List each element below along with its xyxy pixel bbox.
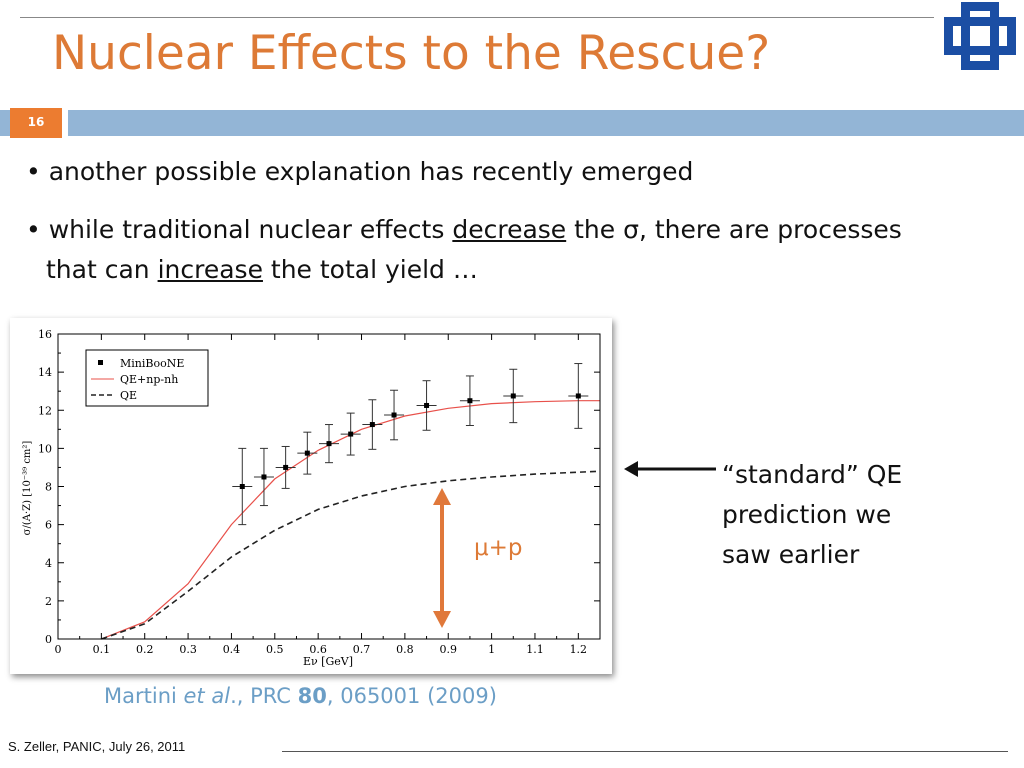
x-tick-label: 0.2: [136, 643, 154, 656]
chart-legend: MiniBooNE QE+np-nh QE: [85, 349, 209, 407]
legend-label-miniboone: MiniBooNE: [120, 357, 184, 370]
title-top-rule: [20, 17, 934, 18]
data-point: [369, 422, 375, 428]
x-tick-label: 1: [488, 643, 495, 656]
y-tick-label: 8: [45, 481, 52, 494]
footer-rule: [282, 751, 1008, 752]
data-point: [575, 393, 581, 399]
legend-label-qe-np-nh: QE+np-nh: [120, 373, 178, 386]
slide-title: Nuclear Effects to the Rescue?: [52, 26, 771, 81]
y-tick-label: 14: [38, 366, 52, 379]
y-axis-label: σ/(A·Z) [10⁻³⁹ cm²]: [22, 441, 33, 536]
y-tick-label: 12: [38, 404, 52, 417]
y-tick-label: 4: [45, 557, 52, 570]
decrease-text: decrease: [452, 215, 567, 244]
increase-text: increase: [157, 255, 263, 284]
footer-credit: S. Zeller, PANIC, July 26, 2011: [8, 739, 186, 754]
x-tick-label: 0.6: [309, 643, 327, 656]
legend-label-qe: QE: [120, 389, 137, 402]
y-tick-label: 6: [45, 519, 52, 532]
x-tick-label: 0.5: [266, 643, 284, 656]
fermilab-logo-icon: [944, 2, 1016, 70]
chart-panel: 0 0.1 0.2 0.3 0.4 0.5 0.6 0.7 0.8 0.9 1 1.1 1.2 0 2 4 6 8…: [10, 318, 612, 674]
cross-section-chart: 0 0.1 0.2 0.3 0.4 0.5 0.6 0.7 0.8 0.9 1 1.1 1.2 0 2 4 6 8…: [22, 328, 601, 668]
series-line-qe: [101, 470, 601, 640]
bullet-2: • while traditional nuclear effects decr…: [26, 215, 902, 244]
data-point: [283, 464, 289, 470]
slide-number: 16: [10, 108, 62, 138]
x-tick-label: 1.2: [570, 643, 588, 656]
y-tick-label: 0: [45, 633, 52, 646]
data-point: [304, 450, 310, 456]
data-point: [467, 398, 473, 404]
data-point: [510, 393, 516, 399]
standard-qe-annotation: “standard” QE prediction we saw earlier: [722, 460, 903, 569]
x-tick-label: 0.7: [353, 643, 371, 656]
x-tick-label: 0: [55, 643, 62, 656]
series-line-qe-np-nh: [101, 400, 600, 640]
data-point: [261, 474, 267, 480]
x-axis-label: Eν [GeV]: [303, 655, 353, 668]
x-tick-label: 0.4: [223, 643, 241, 656]
x-tick-label: 0.9: [439, 643, 457, 656]
x-tick-label: 0.3: [179, 643, 197, 656]
header-accent-bar: [68, 110, 1024, 136]
citation: Martini et al., PRC 80, 065001 (2009): [104, 684, 497, 708]
plot-frame: [57, 333, 601, 640]
data-point: [424, 402, 430, 408]
pointer-arrow-icon: [624, 461, 716, 477]
bullet-2-continued: that can increase the total yield …: [46, 255, 478, 284]
y-tick-label: 16: [38, 328, 52, 341]
x-tick-label: 0.1: [93, 643, 111, 656]
data-point: [326, 441, 332, 447]
bullet-1: • another possible explanation has recen…: [26, 157, 694, 186]
data-point: [239, 484, 245, 489]
y-tick-label: 2: [45, 595, 52, 608]
mu-p-label: μ+p: [474, 535, 523, 561]
mu-p-double-arrow: [433, 488, 451, 628]
x-tick-label: 0.8: [396, 643, 414, 656]
y-tick-label: 10: [38, 442, 52, 455]
data-point: [348, 431, 354, 437]
data-point: [391, 412, 397, 418]
x-tick-label: 1.1: [526, 643, 544, 656]
